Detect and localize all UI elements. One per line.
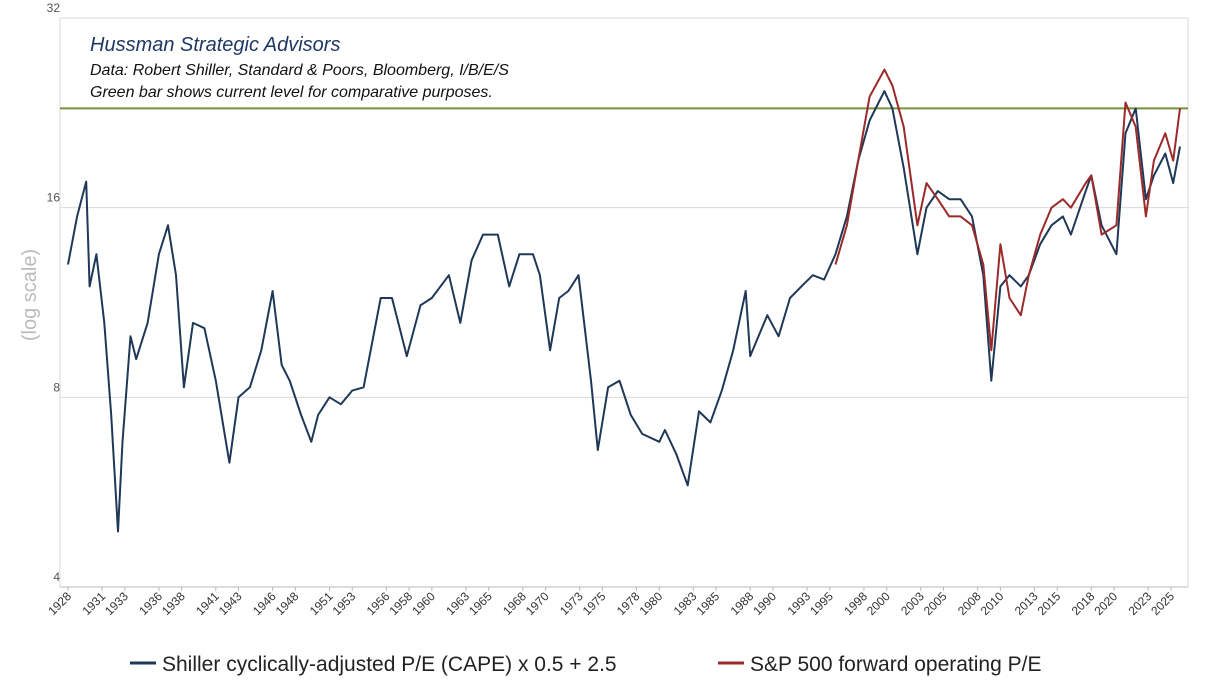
y-axis-label: (log scale) xyxy=(19,249,41,341)
y-tick-label: 16 xyxy=(47,191,61,205)
legend-label: Shiller cyclically-adjusted P/E (CAPE) x… xyxy=(162,653,617,676)
y-tick-label: 32 xyxy=(47,1,61,15)
y-tick-label: 4 xyxy=(53,570,60,584)
y-tick-label: 8 xyxy=(53,380,60,394)
chart-note: Green bar shows current level for compar… xyxy=(90,84,493,101)
series-line xyxy=(834,68,1181,352)
chart-subtitle: Data: Robert Shiller, Standard & Poors, … xyxy=(90,62,509,79)
legend-label: S&P 500 forward operating P/E xyxy=(750,653,1041,676)
series-line xyxy=(67,90,1181,533)
chart-title: Hussman Strategic Advisors xyxy=(90,34,340,56)
